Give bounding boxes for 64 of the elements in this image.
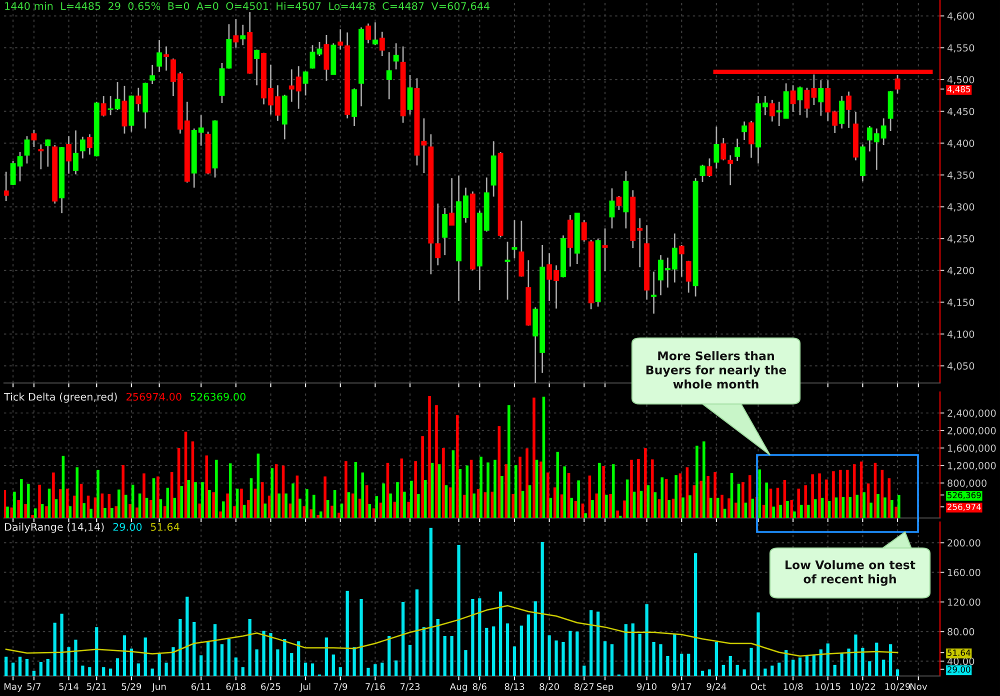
x-tick-label: 7/9 xyxy=(334,683,348,691)
x-tick-label: 5/29 xyxy=(122,683,142,691)
y-tick-label: 4,100 xyxy=(947,330,974,339)
annotation: More Sellers than Buyers for nearly the whole month xyxy=(646,351,786,389)
y-tick-label: 4,400 xyxy=(947,140,974,148)
y-tick-label: 1,200,000 xyxy=(948,462,996,470)
x-tick-label: May xyxy=(4,683,22,692)
y-tick-label: 4,200 xyxy=(947,266,974,276)
x-tick-label: 8/13 xyxy=(504,683,524,691)
annotation: 51.64 xyxy=(150,522,180,531)
x-tick-label: 8/20 xyxy=(540,683,559,691)
y-tick-label: 4,050 xyxy=(947,362,974,371)
y-tick-label: 4,350 xyxy=(947,171,974,180)
x-tick-label: 8/6 xyxy=(472,683,486,691)
y-tick-label: 120.00 xyxy=(948,598,980,606)
x-tick-label: 5/21 xyxy=(87,683,106,691)
y-tick-label: 2,000,000 xyxy=(948,426,996,436)
x-tick-label: Sep xyxy=(596,683,614,692)
y-tick-label: 256,974 xyxy=(948,504,981,511)
x-tick-label: 5/14 xyxy=(59,683,79,691)
y-tick-label: 4,450 xyxy=(947,108,974,116)
y-tick-label: 4,250 xyxy=(947,235,974,244)
x-tick-label: 10/15 xyxy=(816,683,840,691)
y-tick-label: 4,485 xyxy=(947,86,970,94)
y-tick-label: 40.00 xyxy=(947,658,974,666)
y-tick-label: 29.00 xyxy=(948,666,970,673)
y-tick-label: 160.00 xyxy=(948,568,980,576)
chart-title: Tick Delta (green,red) xyxy=(4,392,117,403)
x-tick-label: Aug xyxy=(450,683,467,692)
x-tick-label: Oct xyxy=(750,683,766,690)
annotation: 29.00 xyxy=(113,522,142,531)
y-tick-label: 200.00 xyxy=(948,539,980,547)
x-tick-label: 9/10 xyxy=(637,683,656,691)
y-tick-label: 2,400,000 xyxy=(948,409,996,418)
x-tick-label: Nov xyxy=(910,683,928,690)
x-tick-label: 6/11 xyxy=(191,683,211,691)
x-tick-label: 10/22 xyxy=(850,683,875,691)
y-tick-label: 4,550 xyxy=(947,44,974,53)
y-tick-label: 1,600,000 xyxy=(948,444,996,453)
y-tick-label: 51.64 xyxy=(948,650,970,656)
x-tick-label: 7/16 xyxy=(366,683,385,691)
y-tick-label: 526,369 xyxy=(948,492,981,500)
x-tick-label: 7/23 xyxy=(400,683,420,691)
x-tick-label: Jun xyxy=(152,683,166,692)
x-tick-label: Jul xyxy=(300,682,310,692)
y-tick-label: 4,300 xyxy=(947,203,974,212)
x-tick-label: 5/7 xyxy=(27,683,41,691)
x-tick-label: 6/18 xyxy=(226,683,246,691)
x-tick-label: 8/27 xyxy=(574,683,594,691)
chart-title: DailyRange (14,14) xyxy=(5,522,104,533)
annotation: Low Volume on test of recent high xyxy=(786,560,916,586)
x-tick-label: 6/25 xyxy=(261,683,280,691)
x-tick-label: 9/24 xyxy=(706,683,726,691)
y-tick-label: 4,150 xyxy=(947,298,974,308)
x-tick-label: 10/29 xyxy=(885,683,910,691)
x-tick-label: 9/17 xyxy=(672,683,692,691)
x-tick-label: 10/8 xyxy=(784,683,803,691)
annotation: 526369.00 xyxy=(190,392,246,401)
chart-title: 1440 min L=4485 29 0.65% B=0 A=0 O=4501 Hi=4507 Lo=4478 C=4487 V=607,644 xyxy=(5,2,490,12)
y-tick-label: 80.00 xyxy=(948,628,974,636)
y-tick-label: 4,500 xyxy=(947,76,974,84)
annotation: 256974.00 xyxy=(126,392,182,401)
y-tick-label: 800,000 xyxy=(948,479,987,488)
y-tick-label: 4,600 xyxy=(947,12,974,21)
